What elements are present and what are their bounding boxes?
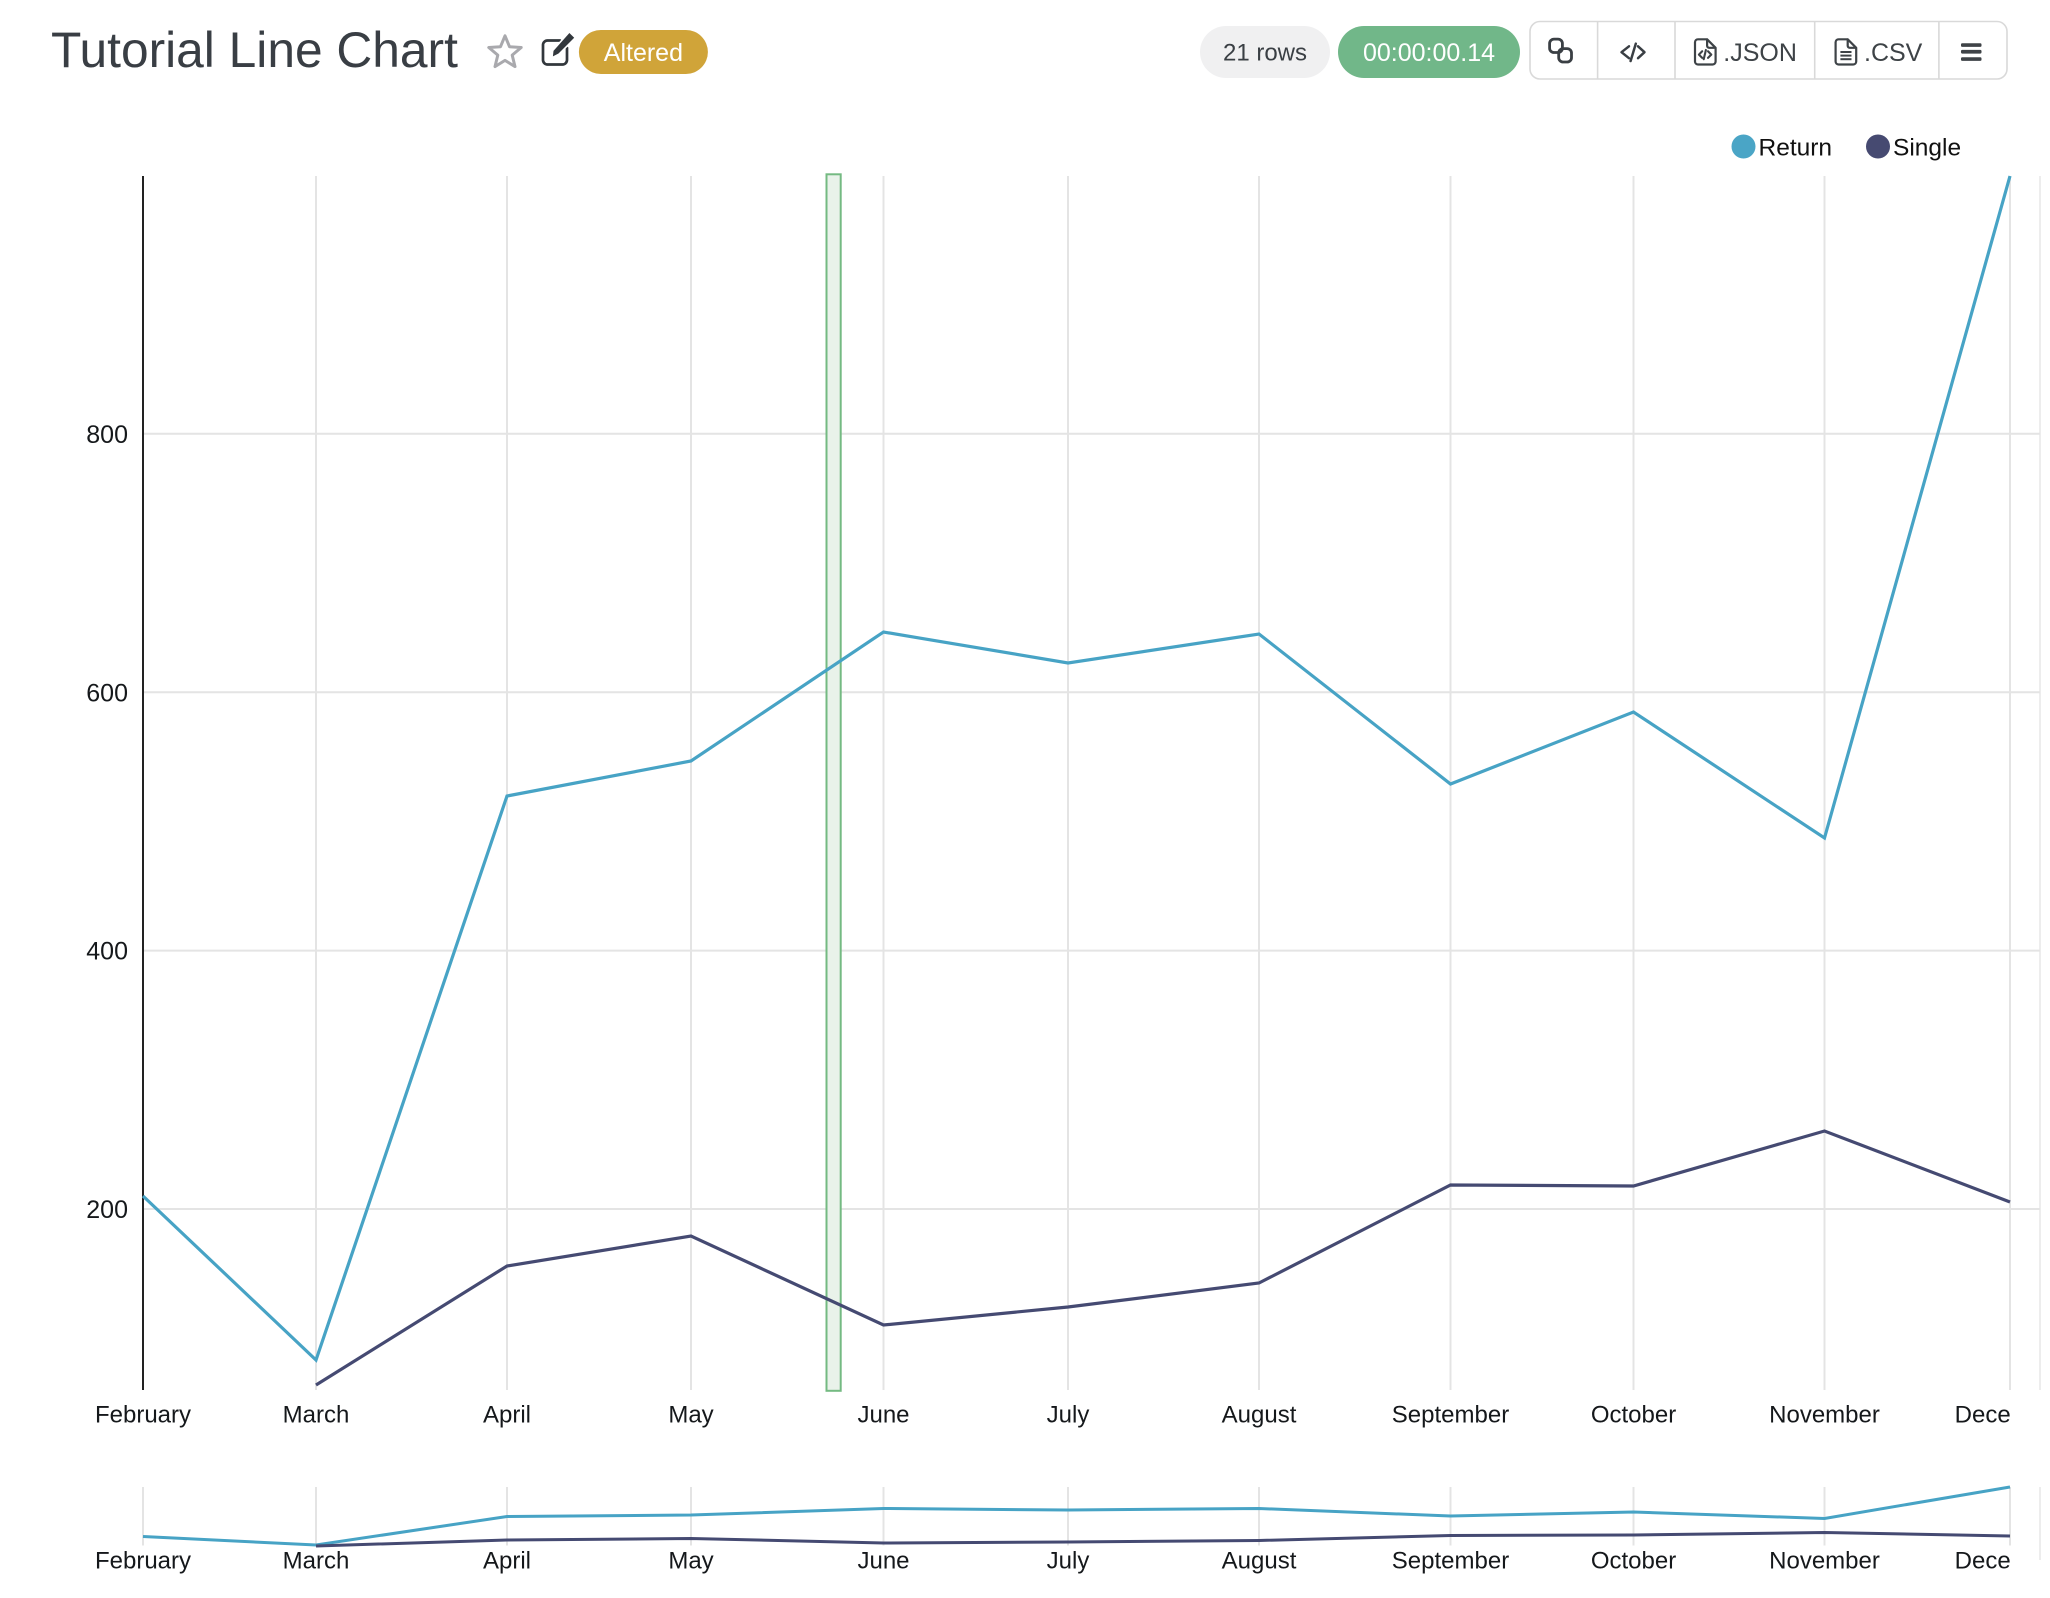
svg-text:Return: Return [1759,134,1833,161]
svg-text:July: July [1047,1402,1090,1429]
svg-text:.CSV: .CSV [1864,39,1923,67]
svg-text:March: March [283,1402,350,1429]
svg-text:.JSON: .JSON [1723,39,1797,67]
svg-text:August: August [1222,1402,1297,1429]
svg-text:November: November [1769,1548,1880,1575]
svg-text:November: November [1769,1402,1880,1429]
svg-text:October: October [1591,1402,1676,1429]
svg-text:Tutorial Line Chart: Tutorial Line Chart [51,22,458,78]
svg-text:April: April [483,1548,531,1575]
svg-text:400: 400 [86,938,128,966]
svg-text:00:00:00.14: 00:00:00.14 [1363,39,1495,67]
svg-text:600: 600 [86,679,128,707]
svg-text:February: February [95,1548,191,1575]
svg-text:December: December [1955,1548,2050,1575]
svg-text:June: June [857,1548,909,1575]
svg-text:August: August [1222,1548,1297,1575]
svg-text:September: September [1392,1548,1509,1575]
svg-text:October: October [1591,1548,1676,1575]
svg-text:July: July [1047,1548,1090,1575]
svg-text:December: December [1955,1402,2050,1429]
svg-text:February: February [95,1402,191,1429]
svg-text:September: September [1392,1402,1509,1429]
svg-text:April: April [483,1402,531,1429]
svg-text:800: 800 [86,421,128,449]
svg-text:May: May [668,1548,713,1575]
svg-text:200: 200 [86,1196,128,1224]
svg-text:May: May [668,1402,713,1429]
svg-text:Altered: Altered [604,39,683,67]
svg-text:June: June [857,1402,909,1429]
svg-text:March: March [283,1548,350,1575]
svg-text:21 rows: 21 rows [1223,40,1307,67]
svg-text:Single: Single [1893,134,1961,161]
